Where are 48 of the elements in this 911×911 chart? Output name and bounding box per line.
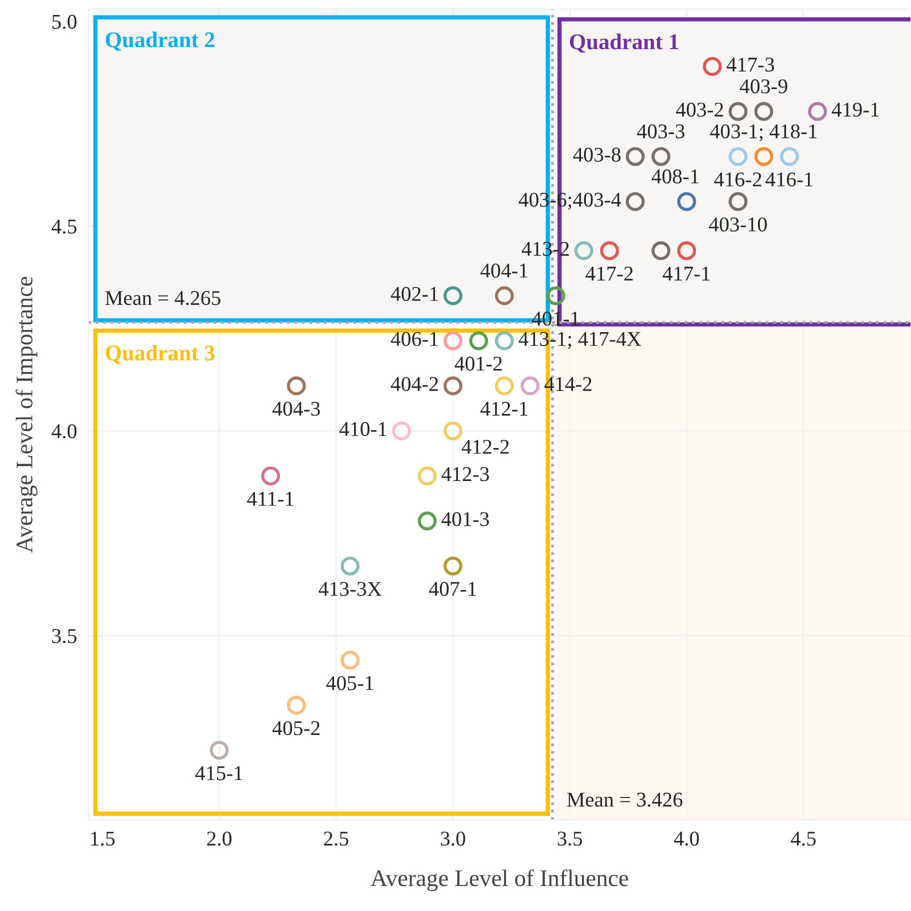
x-tick-label: 4.0	[674, 832, 699, 846]
data-label: 405-2	[272, 721, 320, 736]
data-label: 413-3X	[318, 582, 382, 596]
data-label: 419-1	[832, 102, 879, 117]
data-label: 406-1	[390, 332, 438, 346]
x-tick-label: 1.5	[91, 832, 115, 846]
y-tick-label: 5.0	[52, 14, 76, 29]
data-label: 415-1	[195, 766, 242, 780]
data-label: 404-3	[272, 402, 320, 416]
data-label: 412-1	[480, 402, 528, 416]
data-label: 416-1	[766, 172, 813, 186]
x-tick-label: 4.5	[790, 832, 816, 846]
data-label: 416-2	[714, 172, 762, 186]
y-tick-label: 3.5	[52, 629, 76, 644]
data-label: 405-1	[326, 676, 374, 690]
y-axis-title: Average Level of Importance	[16, 276, 38, 553]
data-label: 401-3	[442, 512, 489, 526]
data-label: 403-10	[708, 217, 767, 232]
data-label: 410-1	[339, 422, 386, 436]
data-label: 403-8	[573, 148, 621, 162]
ref-line-label: Mean = 4.265	[105, 291, 220, 306]
x-tick-label: 2.0	[207, 832, 232, 846]
data-label: 403-1; 418-1	[710, 124, 817, 142]
annotation: Quadrant 1	[570, 34, 678, 53]
data-label: 411-1	[247, 492, 294, 506]
annotation: Quadrant 3	[106, 344, 214, 364]
data-label: 412-2	[462, 440, 509, 454]
annotation: Quadrant 2	[106, 32, 214, 51]
x-tick-label: 3.5	[558, 832, 582, 846]
data-label: 401-2	[454, 356, 502, 371]
ref-line-label: Mean = 3.426	[567, 792, 682, 807]
data-label: 417-1	[662, 266, 710, 280]
x-tick-label: 3.0	[440, 832, 466, 846]
data-label: 403-2	[676, 102, 724, 117]
x-axis-title: Average Level of Influence	[370, 869, 628, 892]
data-label: 403-3	[637, 124, 684, 138]
data-label: 408-1	[652, 169, 699, 184]
data-label: 417-3	[726, 58, 774, 72]
y-tick-label: 4.0	[52, 424, 76, 438]
x-tick-label: 2.5	[324, 832, 348, 846]
data-label: 404-1	[480, 264, 528, 278]
data-label: 412-3	[442, 467, 489, 482]
data-label: 404-2	[390, 376, 438, 392]
data-label: 417-2	[586, 266, 633, 280]
y-tick-label: 4.5	[52, 220, 76, 234]
data-label: 402-1	[390, 286, 438, 301]
data-label: 403-9	[740, 79, 788, 94]
data-label: 407-1	[429, 582, 476, 596]
